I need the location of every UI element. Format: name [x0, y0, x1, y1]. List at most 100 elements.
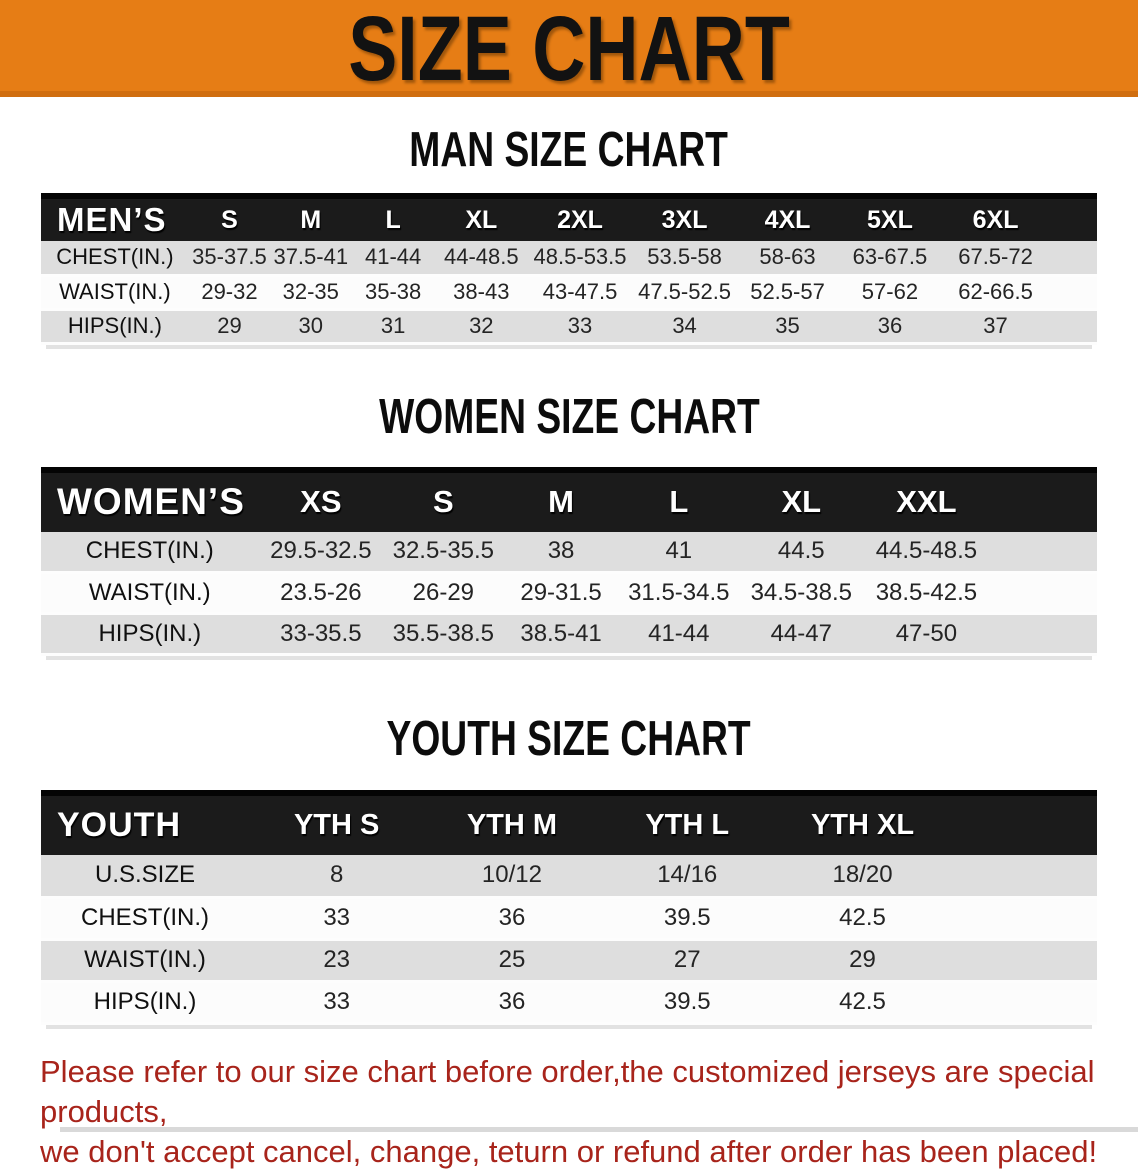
- youth-section-heading-text: YOUTH SIZE CHART: [386, 712, 752, 766]
- section-youth: YOUTH SIZE CHART YOUTH YTH S YTH M YTH L YTH…: [0, 656, 1138, 1025]
- cell-value: 41: [618, 531, 739, 574]
- row-label: HIPS(IN.): [41, 309, 189, 345]
- cell-value: 34: [632, 309, 737, 345]
- cell-value: 8: [249, 855, 425, 899]
- row-spacer: [950, 981, 1097, 1025]
- cell-value: 52.5-57: [736, 275, 839, 311]
- size-column-header: YTH XL: [774, 790, 951, 855]
- size-column-header: XXL: [863, 466, 990, 532]
- men-section-heading-text: MAN SIZE CHART: [409, 123, 729, 177]
- cell-value: 33-35.5: [258, 613, 384, 656]
- size-column-header: XS: [258, 466, 384, 532]
- cell-value: 37.5-41: [270, 241, 352, 277]
- row-spacer: [950, 939, 1097, 983]
- row-spacer: [950, 855, 1097, 899]
- cell-value: 35-38: [351, 275, 435, 311]
- cell-value: 31: [351, 309, 435, 345]
- cell-value: 39.5: [599, 897, 775, 941]
- row-label: CHEST(IN.): [41, 531, 259, 574]
- cell-value: 36: [838, 309, 942, 345]
- cell-value: 38: [503, 531, 619, 574]
- section-men: MAN SIZE CHART MEN’S S M L XL 2XL 3XL 4XL 5XL 6XL…: [0, 97, 1138, 345]
- cell-value: 35-37.5: [188, 241, 271, 277]
- cell-value: 58-63: [736, 241, 839, 277]
- size-column-header: YTH L: [599, 790, 775, 855]
- size-column-header: 5XL: [838, 193, 942, 241]
- cell-value: 35: [736, 309, 839, 345]
- cell-value: 44.5: [738, 531, 864, 574]
- cell-value: 33: [249, 981, 425, 1025]
- cell-value: 39.5: [599, 981, 775, 1025]
- row-spacer: [989, 572, 1097, 615]
- row-spacer: [1049, 309, 1097, 345]
- youth-section-heading: YOUTH SIZE CHART: [0, 656, 1138, 767]
- cell-value: 38.5-41: [503, 613, 619, 656]
- header-spacer: [950, 790, 1097, 855]
- cell-value: 37: [941, 309, 1050, 345]
- cell-value: 35.5-38.5: [383, 613, 504, 656]
- cell-value: 23: [249, 939, 425, 983]
- cell-value: 62-66.5: [941, 275, 1050, 311]
- cell-value: 14/16: [599, 855, 775, 899]
- mens-header-row: MEN’S S M L XL 2XL 3XL 4XL 5XL 6XL: [41, 193, 1097, 241]
- cell-value: 42.5: [774, 897, 951, 941]
- banner-title-text: SIZE CHART: [348, 0, 790, 100]
- section-women: WOMEN SIZE CHART WOMEN’S XS S M L XL XXL CHEST…: [0, 345, 1138, 656]
- cell-value: 10/12: [424, 855, 600, 899]
- table-row: CHEST(IN.) 33 36 39.5 42.5: [41, 897, 1097, 941]
- header-spacer: [989, 466, 1097, 532]
- header-spacer: [1049, 193, 1097, 241]
- cell-value: 67.5-72: [941, 241, 1050, 277]
- row-label: CHEST(IN.): [41, 241, 189, 277]
- row-label: HIPS(IN.): [41, 981, 250, 1025]
- row-spacer: [1049, 241, 1097, 277]
- size-column-header: XL: [738, 466, 864, 532]
- row-spacer: [950, 897, 1097, 941]
- size-column-header: YTH S: [249, 790, 425, 855]
- cell-value: 48.5-53.5: [527, 241, 633, 277]
- cell-value: 42.5: [774, 981, 951, 1025]
- size-column-header: M: [503, 466, 619, 532]
- cell-value: 29-31.5: [503, 572, 619, 615]
- cell-value: 34.5-38.5: [738, 572, 864, 615]
- cell-value: 47.5-52.5: [632, 275, 737, 311]
- table-row: HIPS(IN.) 33-35.5 35.5-38.5 38.5-41 41-44 44-…: [41, 613, 1097, 656]
- cell-value: 30: [270, 309, 352, 345]
- row-spacer: [1049, 275, 1097, 311]
- cell-value: 29: [188, 309, 271, 345]
- cell-value: 25: [424, 939, 600, 983]
- cell-value: 26-29: [383, 572, 504, 615]
- size-column-header: XL: [434, 193, 528, 241]
- size-column-header: S: [383, 466, 504, 532]
- cell-value: 29-32: [188, 275, 271, 311]
- row-label: CHEST(IN.): [41, 897, 250, 941]
- women-section-heading-text: WOMEN SIZE CHART: [378, 389, 760, 444]
- cell-value: 47-50: [863, 613, 990, 656]
- bottom-edge-line: [60, 1127, 1138, 1132]
- size-chart-banner: SIZE CHART: [0, 0, 1138, 100]
- cell-value: 18/20: [774, 855, 951, 899]
- cell-value: 44-48.5: [434, 241, 528, 277]
- table-row: U.S.SIZE 8 10/12 14/16 18/20: [41, 855, 1097, 899]
- row-label: HIPS(IN.): [41, 613, 259, 656]
- table-row: HIPS(IN.) 29 30 31 32 33 34 35 36 37: [41, 309, 1097, 345]
- size-column-header: 6XL: [941, 193, 1050, 241]
- women-section-heading: WOMEN SIZE CHART: [0, 345, 1138, 445]
- cell-value: 29: [774, 939, 951, 983]
- size-column-header: S: [188, 193, 271, 241]
- cell-value: 57-62: [838, 275, 942, 311]
- cell-value: 53.5-58: [632, 241, 737, 277]
- table-group-label: MEN’S: [41, 193, 189, 241]
- row-label: U.S.SIZE: [41, 855, 250, 899]
- cell-value: 29.5-32.5: [258, 531, 384, 574]
- cell-value: 32-35: [270, 275, 352, 311]
- cell-value: 44.5-48.5: [863, 531, 990, 574]
- cell-value: 33: [249, 897, 425, 941]
- cell-value: 23.5-26: [258, 572, 384, 615]
- notice-line-2: we don't accept cancel, change, teturn o…: [40, 1133, 1098, 1169]
- womens-header-row: WOMEN’S XS S M L XL XXL: [41, 466, 1097, 532]
- table-row: WAIST(IN.) 23.5-26 26-29 29-31.5 31.5-34.5 34…: [41, 572, 1097, 615]
- cell-value: 41-44: [618, 613, 739, 656]
- womens-size-table: WOMEN’S XS S M L XL XXL CHEST(IN.) 29.5-32.5 32.…: [41, 466, 1097, 656]
- table-row: HIPS(IN.) 33 36 39.5 42.5: [41, 981, 1097, 1025]
